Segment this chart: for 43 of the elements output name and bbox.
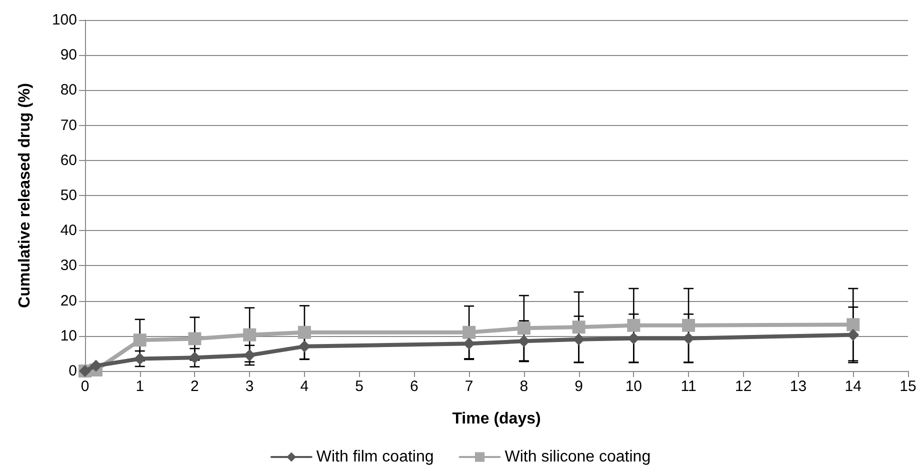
x-tick-label: 8 [520, 378, 528, 395]
x-tick-label: 3 [245, 378, 254, 395]
x-tick-label: 12 [735, 378, 752, 395]
point [517, 322, 530, 335]
y-tick-label: 70 [60, 116, 77, 134]
x-tick-label: 0 [80, 378, 90, 395]
x-tick-label: 9 [574, 378, 583, 395]
x-tick-label: 14 [844, 378, 862, 395]
x-tick-label: 13 [790, 378, 807, 395]
x-tick-label: 7 [464, 378, 474, 395]
y-tick-label: 90 [60, 46, 77, 64]
point [572, 320, 586, 334]
y-tick-label: 10 [60, 327, 77, 344]
legend-label: With film coating [316, 448, 434, 466]
x-tick-label: 6 [410, 378, 418, 395]
point [462, 326, 476, 339]
point [188, 332, 202, 346]
x-axis-title: Time (days) [452, 410, 541, 428]
x-tick-label: 11 [680, 378, 696, 395]
y-tick-label: 0 [68, 362, 77, 380]
point [846, 318, 860, 332]
y-tick-label: 50 [60, 187, 77, 204]
point [90, 360, 102, 372]
legend-label: With silicone coating [504, 448, 651, 466]
y-tick-label: 30 [60, 257, 77, 274]
y-tick-label: 100 [52, 12, 77, 28]
y-tick-label: 60 [60, 152, 77, 169]
x-tick-label: 10 [625, 378, 642, 395]
point [243, 328, 256, 342]
y-tick-label: 20 [60, 292, 77, 310]
x-tick-label: 5 [355, 378, 364, 395]
point [298, 326, 311, 339]
y-tick-label: 40 [60, 222, 77, 240]
y-axis-title: Cumulative released drug (%) [16, 83, 34, 308]
point [627, 318, 640, 332]
x-tick-label: 4 [300, 378, 309, 395]
y-tick-label: 80 [60, 82, 77, 99]
point [298, 340, 310, 352]
x-tick-label: 15 [900, 378, 916, 395]
point [133, 334, 146, 347]
x-tick-label: 2 [190, 378, 199, 395]
x-tick-label: 1 [136, 378, 144, 395]
point [682, 318, 696, 332]
